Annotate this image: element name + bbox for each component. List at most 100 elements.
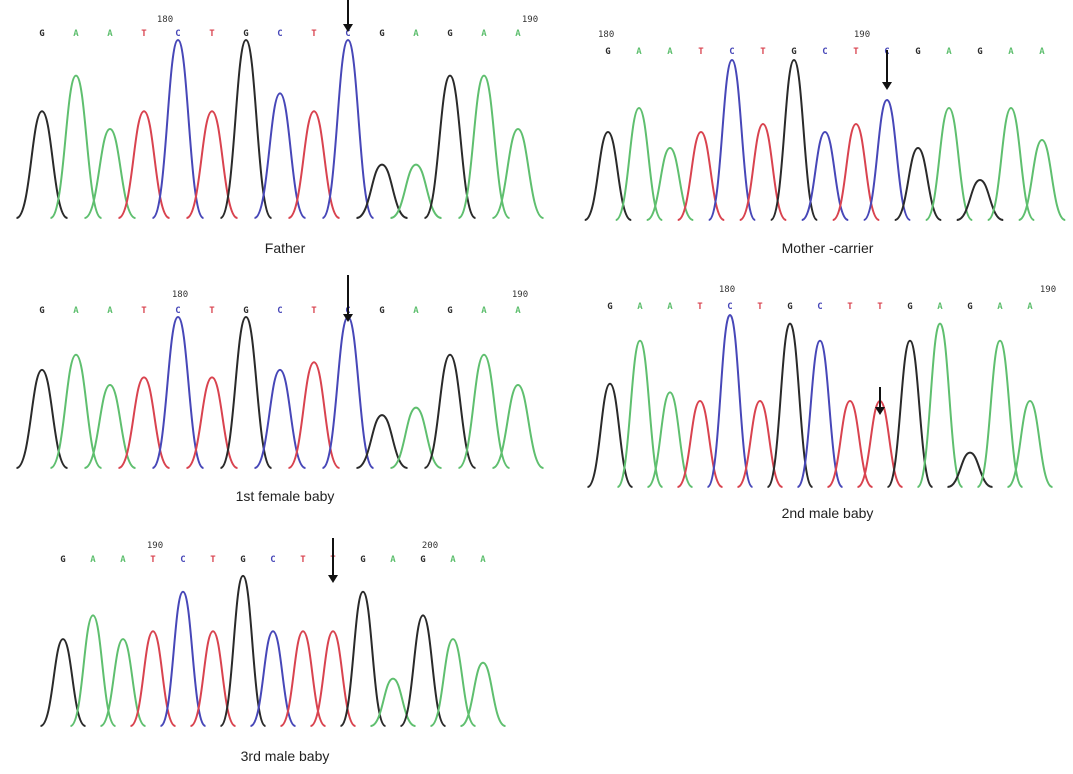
peak-A: [616, 339, 664, 488]
chromatogram-father-plot: G A A T C T G C T C G A G A A 180 190: [15, 0, 544, 219]
position-markers: 180 190: [719, 285, 1056, 295]
base-label: G: [360, 555, 365, 565]
base-label: A: [450, 555, 456, 565]
mutation-arrow: [343, 0, 353, 32]
arrow-head: [882, 82, 892, 90]
base-label: A: [90, 555, 96, 565]
peak-A: [390, 406, 442, 469]
base-label: C: [180, 555, 185, 565]
peak-T: [129, 630, 177, 727]
base-label: A: [413, 306, 419, 316]
peak-A: [492, 127, 544, 219]
position-start: 190: [147, 541, 163, 551]
base-label: G: [907, 302, 912, 312]
peak-T: [826, 399, 874, 488]
peak-T: [832, 122, 880, 221]
base-label: T: [697, 302, 703, 312]
peak-G: [886, 339, 934, 488]
peak-T: [189, 630, 237, 727]
base-label: G: [243, 29, 248, 39]
peak-A: [84, 383, 136, 469]
peak-G: [339, 590, 387, 727]
base-label: T: [141, 306, 147, 316]
base-label: G: [420, 555, 425, 565]
base-label: C: [345, 29, 350, 39]
peak-A: [976, 339, 1024, 488]
chromatogram-2nd-male-baby-plot: G A A T C T G C T T G A G A A 180 190: [586, 285, 1056, 488]
peak-A: [390, 163, 442, 219]
base-label: T: [698, 47, 704, 57]
position-end: 200: [422, 541, 438, 551]
base-label: G: [605, 47, 610, 57]
base-label: T: [300, 555, 306, 565]
peak-G: [894, 146, 942, 221]
base-label: T: [877, 302, 883, 312]
panel-caption-father: Father: [264, 240, 306, 256]
peak-C: [321, 315, 375, 469]
peak-T: [117, 110, 171, 219]
peak-T: [186, 376, 238, 469]
peak-G: [769, 58, 819, 221]
base-label: A: [73, 29, 79, 39]
base-label: G: [607, 302, 612, 312]
peak-G: [586, 382, 634, 488]
peak-G: [423, 74, 477, 219]
base-label: A: [480, 555, 486, 565]
peak-C: [796, 339, 844, 488]
panel-caption-3rd-male-baby: 3rd male baby: [240, 748, 330, 764]
peak-T: [739, 122, 787, 221]
base-label: T: [311, 306, 317, 316]
position-start: 180: [719, 285, 735, 295]
base-label: G: [447, 29, 452, 39]
base-label: A: [120, 555, 126, 565]
peak-G: [399, 614, 447, 727]
base-label: T: [209, 29, 215, 39]
base-label: A: [667, 302, 673, 312]
arrow-head: [343, 314, 353, 322]
peak-C: [862, 98, 912, 221]
peak-A: [457, 74, 511, 219]
peak-A: [925, 106, 973, 221]
peak-C: [159, 590, 207, 727]
base-label: C: [175, 29, 180, 39]
base-label: C: [270, 555, 275, 565]
position-markers: 180 190: [157, 15, 538, 25]
base-label: G: [379, 306, 384, 316]
panel-caption-2nd-male-baby: 2nd male baby: [781, 505, 874, 521]
peak-A: [1006, 399, 1054, 488]
base-label: T: [847, 302, 853, 312]
peak-A: [49, 353, 103, 469]
peak-G: [766, 322, 814, 488]
base-label: A: [636, 47, 642, 57]
base-label: A: [107, 306, 113, 316]
base-label: T: [209, 306, 215, 316]
base-label: T: [150, 555, 156, 565]
base-label: T: [853, 47, 859, 57]
position-end: 190: [522, 15, 538, 25]
peak-traces: [16, 315, 544, 469]
panel-caption-1st-female-baby: 1st female baby: [235, 488, 335, 504]
position-end: 190: [512, 290, 528, 300]
base-label: A: [937, 302, 943, 312]
base-label: G: [915, 47, 920, 57]
peak-C: [151, 315, 205, 469]
position-start: 180: [157, 15, 173, 25]
peak-C: [321, 38, 375, 219]
peak-G: [16, 368, 68, 469]
position-markers: 180 190: [172, 290, 528, 300]
base-label: A: [946, 47, 952, 57]
peak-A: [492, 383, 544, 469]
peak-traces: [584, 58, 1066, 221]
base-label: A: [481, 29, 487, 39]
base-label: G: [240, 555, 245, 565]
base-label: T: [210, 555, 216, 565]
peak-G: [39, 638, 87, 727]
peak-G: [219, 38, 273, 219]
peak-T: [309, 630, 357, 727]
